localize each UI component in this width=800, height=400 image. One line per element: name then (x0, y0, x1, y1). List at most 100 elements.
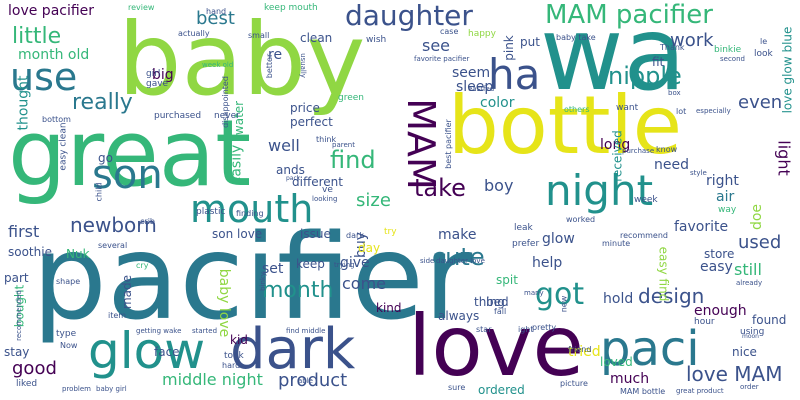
word: glow (542, 231, 575, 247)
word: picture (560, 379, 588, 388)
word: never (214, 111, 240, 121)
word: eastfed (468, 85, 495, 93)
word: good (12, 358, 57, 379)
word: baby (118, 1, 366, 118)
word: bottom (42, 115, 71, 124)
word: usually (298, 53, 307, 78)
word: come (342, 274, 387, 293)
word: little (12, 24, 62, 49)
word: girl (146, 69, 161, 79)
word: love MAM (686, 362, 783, 386)
word: use (10, 55, 78, 99)
word: baby love (216, 268, 233, 338)
word: son (92, 152, 163, 198)
word: cry (136, 261, 149, 270)
word: favorite (674, 219, 729, 235)
word: binky (258, 272, 267, 291)
word: ha (488, 50, 541, 99)
word: help (532, 255, 563, 271)
word: made (120, 274, 135, 310)
word: ight (518, 325, 534, 334)
word: night (545, 166, 654, 215)
word: see (422, 36, 451, 55)
word: really (72, 90, 133, 115)
word: size (356, 190, 391, 211)
word: found (752, 313, 787, 327)
word: great product (676, 387, 724, 395)
word: pacifier (32, 208, 473, 346)
word: easy (700, 259, 733, 275)
word: right (706, 173, 739, 189)
word: glow (88, 322, 206, 380)
word: need (654, 157, 689, 173)
word: child (94, 182, 104, 202)
word: thing (474, 295, 505, 309)
word: le (760, 37, 768, 46)
word: purchase (622, 147, 655, 155)
word: using (740, 327, 765, 337)
word: easy find (656, 246, 671, 302)
word: pretty (532, 323, 557, 332)
word: light (774, 140, 794, 176)
word: sure (448, 383, 466, 392)
word: small (248, 31, 270, 40)
word: started (192, 327, 218, 335)
word: easy clean (58, 122, 69, 171)
word: mouth (190, 187, 314, 231)
word: used (738, 232, 782, 253)
word: nipple (608, 62, 682, 90)
word: love (408, 297, 585, 395)
word: work (670, 30, 714, 51)
word: pack (286, 175, 301, 182)
word: purchased (154, 111, 202, 121)
word: MAM bottle (620, 387, 666, 396)
word: seem (452, 65, 491, 81)
word: moon (742, 333, 759, 340)
word: face (154, 345, 180, 359)
word: liked (16, 379, 38, 389)
word: finding (236, 209, 264, 218)
word: paci (600, 321, 700, 377)
word: ands (276, 163, 305, 177)
word: friend (568, 345, 592, 354)
word: soothie (8, 245, 52, 259)
word: tried (568, 344, 601, 360)
word: doe (749, 203, 766, 231)
word: favorite pacifier (414, 55, 470, 63)
word: best (196, 8, 235, 29)
word: review (128, 3, 155, 12)
word: item (108, 311, 127, 320)
word: took (224, 351, 244, 361)
word: recommended (14, 290, 23, 341)
word: style (690, 169, 707, 177)
word: month old (18, 47, 90, 63)
word: case (440, 27, 459, 36)
word: part (4, 271, 29, 285)
word: shape (56, 277, 81, 286)
word: pink (501, 35, 516, 61)
word: price (290, 101, 320, 115)
word: baby take (556, 33, 596, 42)
word: first (8, 222, 40, 241)
word: thought (15, 75, 32, 131)
word: product (278, 370, 348, 391)
word: getting wake (136, 327, 182, 335)
word: best pacifier (443, 119, 453, 169)
word: design (638, 284, 705, 308)
word: boy (484, 176, 514, 195)
word: several (98, 241, 128, 250)
word: month (262, 278, 334, 303)
word: love glow blue (780, 26, 795, 114)
word: love pacifier (8, 3, 95, 19)
word: able (298, 377, 313, 385)
word: Thank (660, 43, 685, 52)
word: daughter (345, 0, 473, 32)
word: prefer (512, 239, 540, 249)
word: want (616, 103, 639, 113)
word: dark (230, 317, 356, 382)
word: nice (732, 345, 757, 359)
word: spit (496, 273, 518, 287)
word: baby girl (96, 385, 127, 393)
word: much (610, 371, 650, 387)
word: parent (332, 141, 355, 149)
